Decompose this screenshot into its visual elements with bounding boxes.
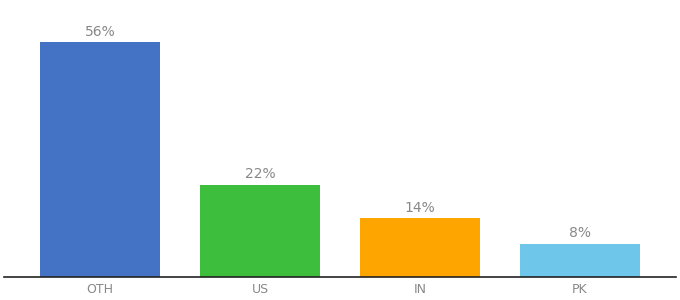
Text: 14%: 14% <box>405 201 435 215</box>
Bar <box>520 244 640 277</box>
Bar <box>40 42 160 277</box>
Bar <box>200 185 320 277</box>
Text: 8%: 8% <box>569 226 591 240</box>
Bar <box>360 218 480 277</box>
Text: 56%: 56% <box>85 25 116 39</box>
Text: 22%: 22% <box>245 167 275 182</box>
